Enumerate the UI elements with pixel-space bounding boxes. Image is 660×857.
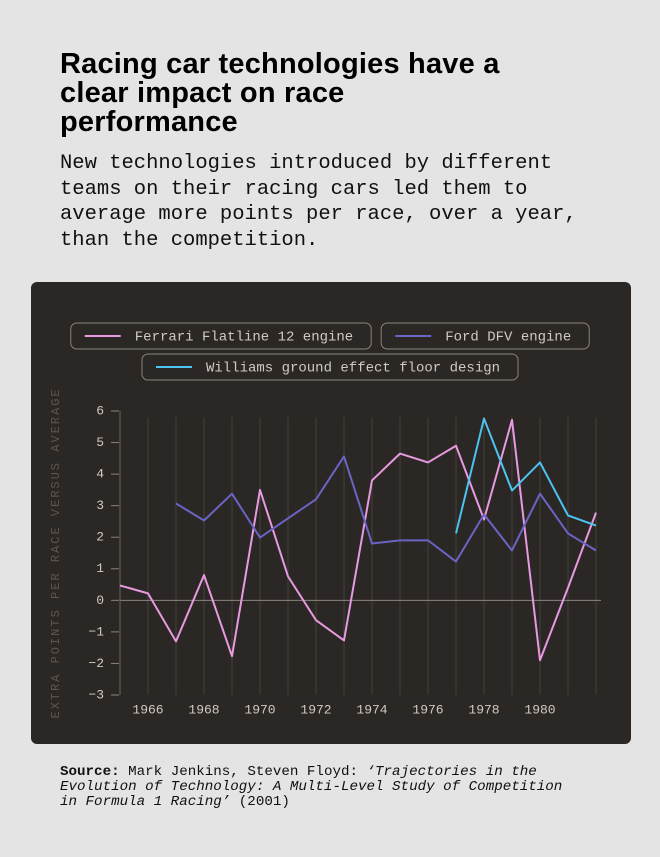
- y-tick-label: 4: [96, 467, 104, 482]
- chart-panel: [31, 282, 631, 744]
- series-line: [175, 455, 597, 563]
- subtitle: New technologies introduced by different…: [60, 152, 577, 252]
- x-tick-label: 1976: [412, 702, 443, 717]
- source: Source: Mark Jenkins, Steven Floyd: ‘Tra…: [60, 765, 580, 810]
- legend-box: [141, 353, 519, 381]
- y-tick-label: 1: [96, 561, 104, 576]
- x-tick-label: 1980: [524, 702, 555, 717]
- y-axis-label: EXTRA POINTS PER RACE VERSUS AVERAGE: [49, 387, 63, 718]
- y-tick-label: 5: [96, 435, 104, 450]
- x-tick-label: 1974: [356, 702, 387, 717]
- legend-box: [380, 322, 590, 350]
- y-tick-label: 3: [96, 498, 104, 513]
- legend-item: Williams ground effect floor design: [141, 353, 519, 381]
- y-tick-label: −1: [88, 624, 104, 639]
- x-tick-label: 1972: [300, 702, 331, 717]
- y-tick-label: −2: [88, 656, 104, 671]
- legend-label: Williams ground effect floor design: [206, 361, 500, 377]
- source-work: ‘Trajectories in the Evolution of Techno…: [60, 764, 563, 810]
- x-tick-label: 1968: [188, 702, 219, 717]
- legend-label: Ferrari Flatline 12 engine: [135, 330, 353, 346]
- y-tick-label: 2: [96, 530, 104, 545]
- legend-label: Ford DFV engine: [445, 330, 571, 346]
- x-tick-label: 1966: [132, 702, 163, 717]
- legend-item: Ford DFV engine: [380, 322, 590, 350]
- x-tick-label: 1970: [244, 702, 275, 717]
- title: Racing car technologies have a clear imp…: [60, 48, 500, 138]
- legend-item: Ferrari Flatline 12 engine: [70, 322, 372, 350]
- source-year: (2001): [238, 794, 290, 810]
- series-line: [455, 417, 597, 534]
- y-tick-label: 6: [96, 403, 104, 418]
- series-line: [119, 418, 597, 662]
- source-label: Source:: [60, 764, 120, 780]
- legend-box: [70, 322, 372, 350]
- source-authors: Mark Jenkins, Steven Floyd:: [128, 764, 358, 780]
- y-tick-label: 0: [96, 593, 104, 608]
- y-tick-label: −3: [88, 687, 104, 702]
- x-tick-label: 1978: [468, 702, 499, 717]
